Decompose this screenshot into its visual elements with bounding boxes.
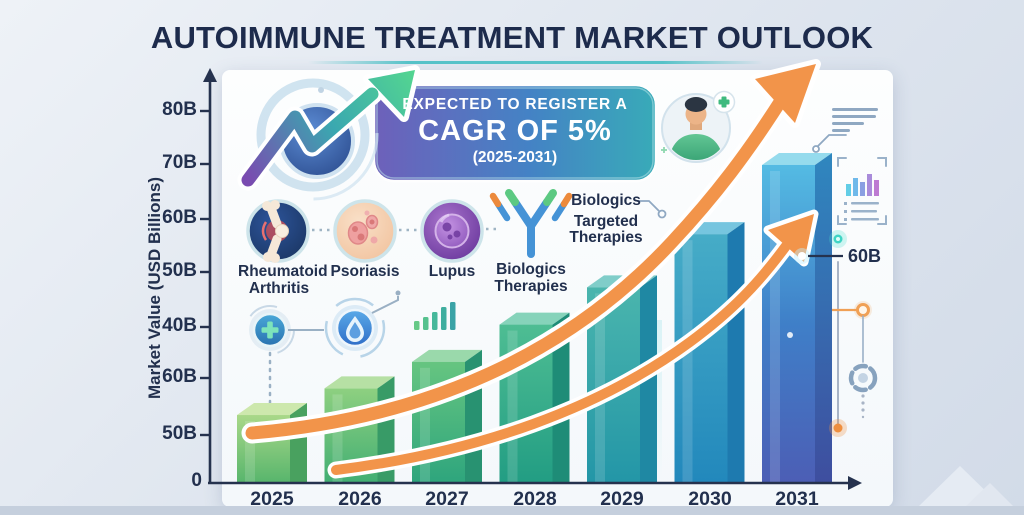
background-mountains [918,466,1014,507]
x-tick-label: 2031 [775,488,819,510]
antibody-icon [489,189,573,258]
y-tick-label: 50B [162,260,197,281]
y-tick-label: 60B [162,366,197,387]
y-tick-label: 40B [162,315,197,336]
y-tick-label: 60B [162,207,197,228]
x-tick-label: 2027 [425,488,469,510]
biologics-connector [637,200,667,219]
condition-label-psoriasis: Psoriasis [330,263,400,280]
x-tick-label: 2028 [513,488,557,510]
y-tick-label: 50B [162,423,197,444]
plus-badge-icon [712,90,736,114]
bar-2025 [237,403,307,483]
growth-arrow-main [241,59,821,444]
trend-up-arrow-icon [237,65,420,201]
gear-icon [848,363,878,393]
x-tick-label: 2025 [250,488,294,510]
treatment-annotations: Biologics Targeted Therapies [560,192,652,247]
condition-dotted-connectors [312,227,500,232]
cagr-banner-text: EXPECTED TO REGISTER A CAGR OF 5% (2025-… [374,85,656,181]
text-lines-icon [832,108,878,132]
axes [200,68,862,490]
medical-plus-icon [245,305,295,355]
y-axis-title: Market Value (USD Billions) [145,177,164,399]
banner-line3: (2025-2031) [472,149,558,166]
x-tick-label: 2026 [338,488,382,510]
condition-label-rheumatoid-arthritis: Rheumatoid Arthritis [238,263,328,297]
x-tick-label: 2030 [688,488,732,510]
connector-to-lines-icon [812,134,847,153]
cagr-banner [372,83,658,183]
growth-bars-icon [414,302,456,330]
joint-icon [246,199,310,263]
dotted-trail [861,394,865,419]
sparkles [661,147,667,153]
callout-and-glow-dots [787,230,847,437]
x-tick-label: 2029 [600,488,644,510]
title-underline [308,61,763,64]
condition-label-biologics-therapies: Biologics Therapies [494,261,568,295]
right-decor [799,108,887,425]
orange-node [799,301,872,319]
banner-line2: CAGR OF 5% [418,115,612,147]
origin-label: 0 [191,470,202,491]
skin-lesion-icon [333,199,397,263]
banner-line1: EXPECTED TO REGISTER A [402,96,628,113]
y-tick-label: 70B [162,152,197,173]
condition-label-lupus: Lupus [428,263,476,280]
bar-2031 [762,152,832,484]
patient-icon [661,90,736,163]
annotation-targeted: Targeted [573,212,639,230]
drop-bars-connector [371,290,401,314]
y-tick-marks [200,109,209,437]
mini-report-icon [837,157,887,225]
bar-value-callout: 60B [848,246,882,266]
water-drop-icon [324,297,386,359]
page-title: AUTOIMMUNE TREATMENT MARKET OUTLOOK [150,20,874,55]
annotation-therapies: Therapies [569,229,643,246]
y-tick-label: 80B [162,99,197,120]
growth-arrow-secondary [327,209,819,479]
cell-icon [420,199,484,263]
annotation-biologics: Biologics [571,192,641,209]
bottom-strip [0,506,1024,515]
